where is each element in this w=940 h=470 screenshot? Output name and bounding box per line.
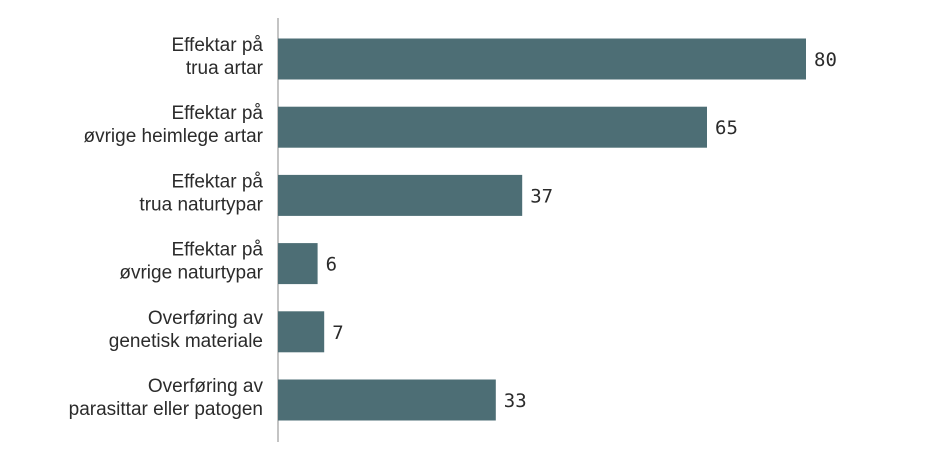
category-label-2-line-0: Effektar på (171, 171, 263, 192)
category-label-3-line-0: Effektar på (171, 240, 263, 261)
bar-5 (278, 379, 496, 421)
value-label-1: 65 (715, 117, 738, 139)
value-label-0: 80 (814, 49, 837, 71)
category-label-4-line-0: Overføring av (148, 308, 264, 329)
category-label-1-line-0: Effektar på (171, 103, 263, 124)
value-label-4: 7 (332, 322, 343, 344)
bar-4 (278, 311, 325, 353)
category-label-4-line-1: genetisk materiale (109, 331, 263, 352)
value-label-2: 37 (530, 185, 553, 207)
category-label-5-line-0: Overføring av (148, 376, 264, 397)
value-labels-group: 80 65 37 6 7 33 (326, 49, 837, 412)
category-label-5-line-1: parasittar eller patogen (69, 399, 263, 420)
category-label-3-line-1: øvrige naturtypar (119, 263, 263, 284)
bar-0 (278, 38, 806, 80)
category-label-2-line-1: trua naturtypar (139, 194, 263, 215)
bar-1 (278, 106, 707, 148)
category-label-0-line-0: Effektar på (171, 35, 263, 56)
bars-group (278, 38, 806, 421)
value-label-3: 6 (326, 254, 337, 276)
category-label-1-line-1: øvrige heimlege artar (83, 126, 263, 147)
bar-3 (278, 243, 318, 285)
category-label-0-line-1: trua artar (186, 58, 264, 79)
value-label-5: 33 (504, 390, 527, 412)
bar-2 (278, 174, 523, 216)
